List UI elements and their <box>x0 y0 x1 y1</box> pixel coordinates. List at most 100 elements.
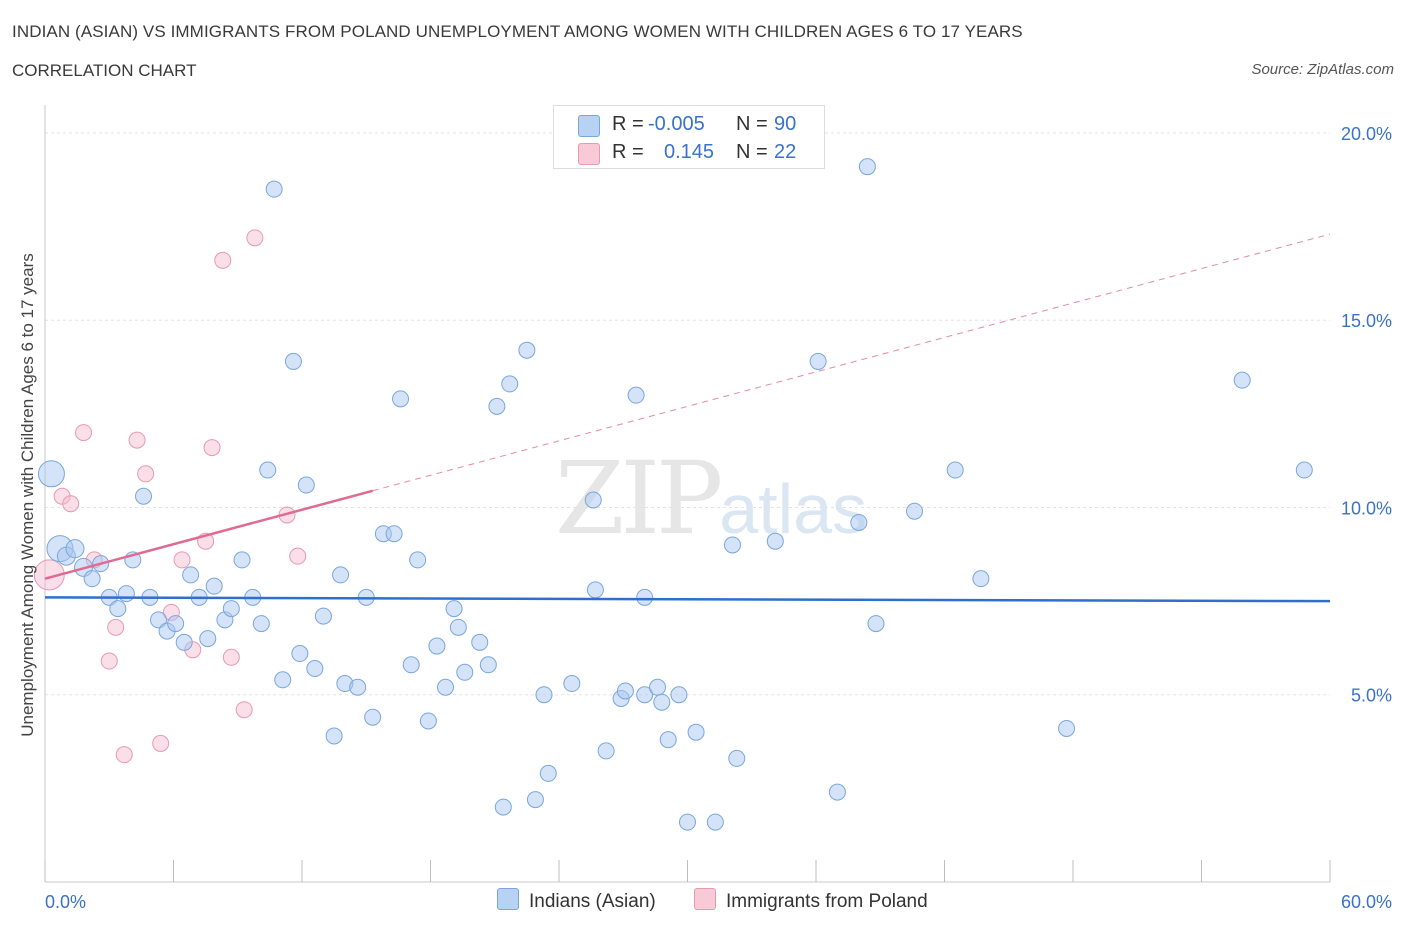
data-point-indians <box>167 615 185 633</box>
data-point-indians <box>306 660 324 678</box>
data-point-indians <box>659 731 677 749</box>
data-point-poland <box>128 431 146 449</box>
data-point-indians <box>479 656 497 674</box>
data-point-indians <box>723 536 741 554</box>
data-point-indians <box>175 633 193 651</box>
chart-source: Source: ZipAtlas.com <box>1251 61 1394 78</box>
data-point-indians <box>584 491 602 509</box>
data-point-indians <box>946 461 964 479</box>
x-tick-label: 60.0% <box>1341 892 1392 912</box>
legend-r-label: R = <box>612 113 644 135</box>
data-point-indians <box>402 656 420 674</box>
data-point-indians <box>867 615 885 633</box>
data-point-indians <box>494 798 512 816</box>
data-point-indians <box>314 607 332 625</box>
watermark: ZIPatlas <box>555 440 867 557</box>
data-point-indians <box>679 813 696 831</box>
data-point-indians <box>449 618 467 636</box>
bottom-legend-swatch-blue <box>497 888 519 910</box>
chart-title: INDIAN (ASIAN) VS IMMIGRANTS FROM POLAND… <box>12 22 1023 41</box>
legend-r-value: -0.005 <box>648 113 705 135</box>
data-point-indians <box>850 513 868 531</box>
data-point-indians <box>233 551 251 569</box>
data-point-indians <box>518 341 536 359</box>
y-tick-label: 5.0% <box>1351 686 1392 706</box>
data-point-indians <box>37 460 65 488</box>
data-point-poland <box>62 495 80 513</box>
bottom-legend-swatch-pink <box>694 888 716 910</box>
legend-swatch-blue <box>578 115 600 137</box>
data-point-indians <box>65 539 85 559</box>
data-point-poland <box>152 734 170 752</box>
data-point-indians <box>636 588 654 606</box>
data-point-indians <box>284 352 302 370</box>
data-point-indians <box>627 386 645 404</box>
bottom-legend-indians: Indians (Asian) <box>497 888 656 913</box>
data-point-indians <box>265 180 283 198</box>
data-point-poland <box>75 424 93 442</box>
y-tick-label: 10.0% <box>1341 498 1392 518</box>
x-tick-label: 0.0% <box>45 892 86 912</box>
data-point-indians <box>535 686 553 704</box>
data-point-indians <box>471 633 489 651</box>
trendline-indians <box>44 596 1331 603</box>
data-point-indians <box>649 678 667 696</box>
watermark-zip: ZIP <box>555 440 723 557</box>
data-point-indians <box>1233 371 1251 389</box>
data-point-indians <box>291 645 309 663</box>
data-point-indians <box>205 577 223 595</box>
data-point-poland <box>137 465 155 483</box>
data-point-indians <box>332 566 350 584</box>
data-point-indians <box>972 570 990 588</box>
data-point-indians <box>445 600 463 618</box>
data-point-indians <box>766 532 784 550</box>
data-point-indians <box>252 615 270 633</box>
data-point-indians <box>274 671 292 689</box>
data-point-indians <box>259 461 277 479</box>
data-point-poland <box>222 648 240 666</box>
data-point-indians <box>616 682 634 700</box>
data-point-indians <box>597 742 615 760</box>
data-point-indians <box>428 637 446 655</box>
data-point-indians <box>117 585 135 603</box>
y-tick-label: 20.0% <box>1341 124 1392 144</box>
data-point-indians <box>150 611 168 629</box>
data-point-poland <box>289 547 307 565</box>
bottom-legend-label: Immigrants from Poland <box>726 891 928 912</box>
data-point-indians <box>135 487 153 505</box>
data-point-poland <box>33 559 65 591</box>
data-point-indians <box>809 352 827 370</box>
data-point-poland <box>173 551 191 569</box>
data-point-indians <box>1058 719 1076 737</box>
legend-n-label: N = <box>736 113 768 135</box>
legend-n-value: 90 <box>774 113 797 135</box>
data-point-indians <box>563 675 581 693</box>
data-point-indians <box>364 708 382 726</box>
data-point-indians <box>653 693 671 711</box>
data-point-poland <box>115 746 133 764</box>
data-point-indians <box>488 397 506 415</box>
trendline-poland <box>44 489 373 580</box>
data-point-indians <box>419 712 437 730</box>
y-axis-label: Unemployment Among Women with Children A… <box>18 253 37 737</box>
watermark-atlas: atlas <box>719 470 868 548</box>
legend-r-label: R = <box>612 141 644 163</box>
data-point-indians <box>858 158 876 176</box>
data-point-indians <box>828 783 846 801</box>
data-point-poland <box>235 701 253 719</box>
data-point-indians <box>325 727 343 745</box>
bottom-legend-poland: Immigrants from Poland <box>694 888 928 913</box>
data-point-poland <box>100 652 118 670</box>
data-point-indians <box>182 566 200 584</box>
data-point-indians <box>539 764 557 782</box>
data-point-indians <box>83 570 101 588</box>
data-point-indians <box>636 686 654 704</box>
data-point-indians <box>199 630 217 648</box>
y-tick-label: 15.0% <box>1341 311 1392 331</box>
data-point-poland <box>203 439 221 457</box>
data-point-indians <box>687 723 705 741</box>
data-point-indians <box>409 551 427 569</box>
trendline-poland-dashed <box>372 233 1331 492</box>
data-point-indians <box>385 525 403 543</box>
data-point-indians <box>222 600 240 618</box>
